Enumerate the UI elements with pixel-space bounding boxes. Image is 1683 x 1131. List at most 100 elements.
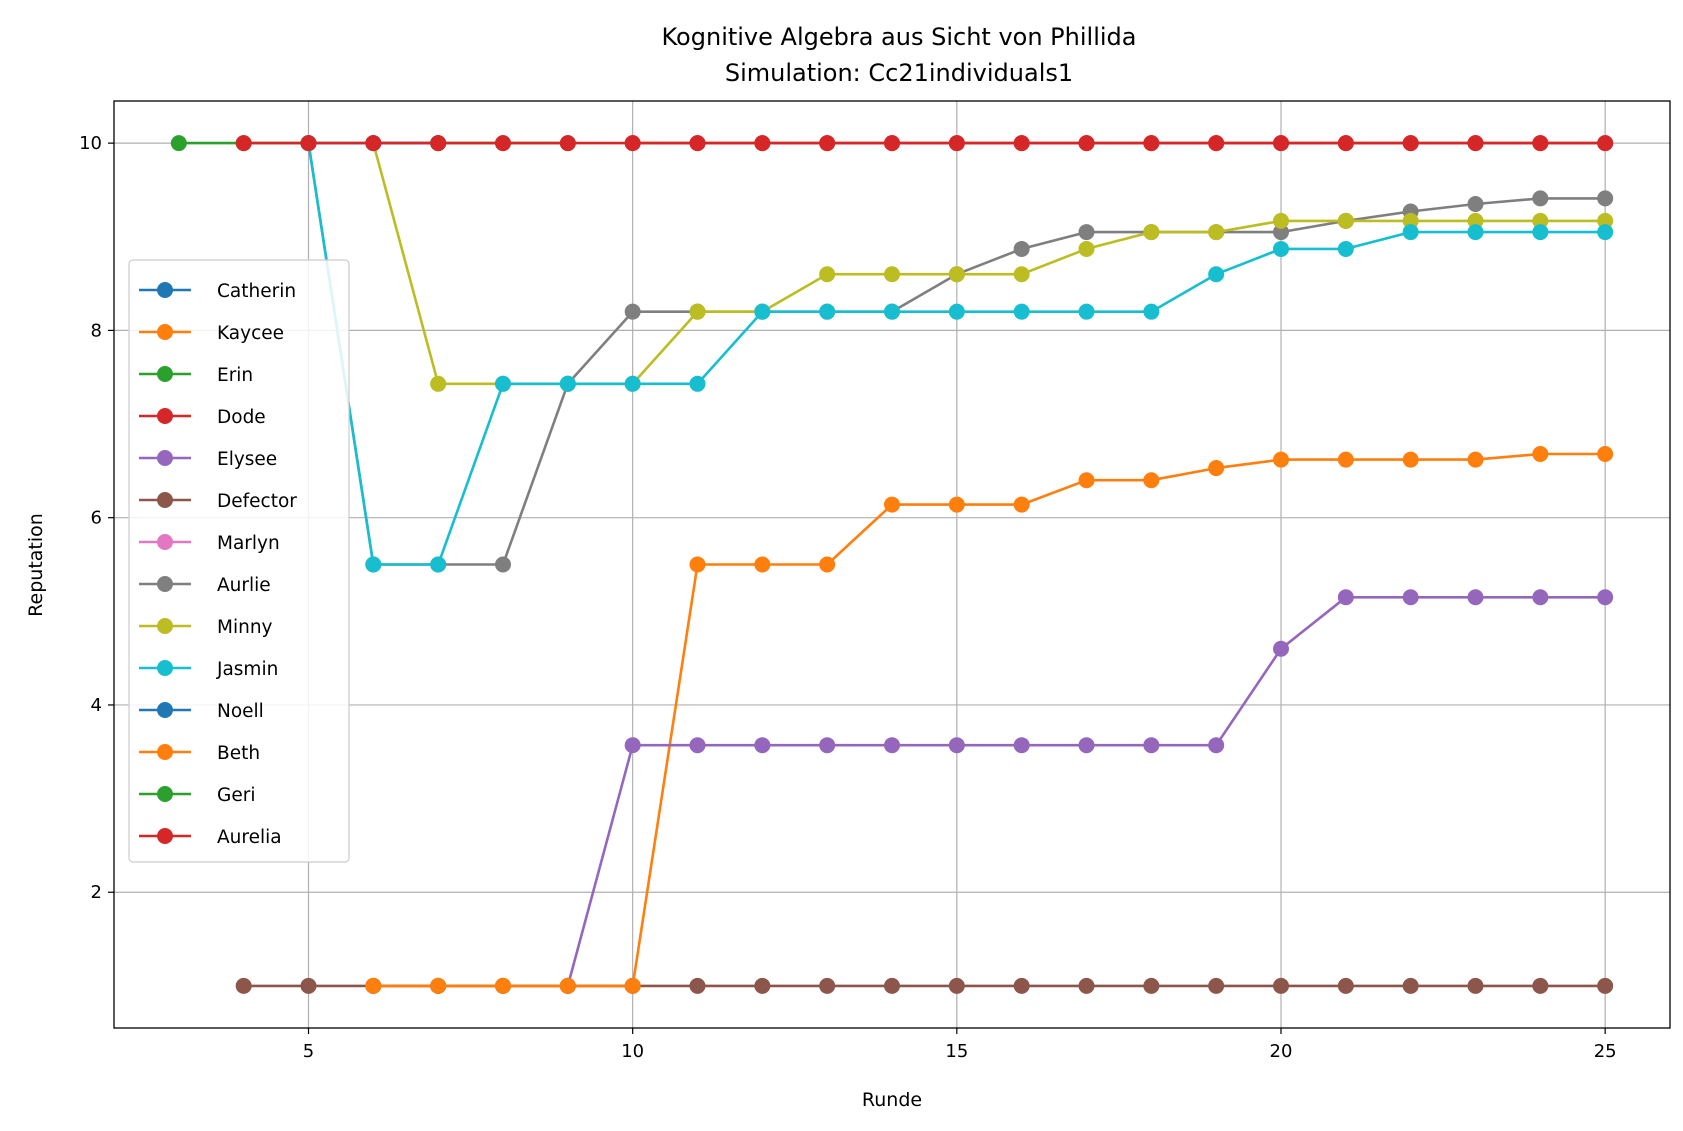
data-point <box>948 496 965 513</box>
data-point <box>1337 977 1354 994</box>
data-point <box>1337 212 1354 229</box>
data-point <box>1597 446 1614 463</box>
ticks: 5 10 15 20 25 2 4 6 8 10 <box>79 133 1617 1062</box>
data-point <box>1597 190 1614 207</box>
data-point <box>1143 737 1160 754</box>
legend-item: Elysee <box>139 449 277 470</box>
data-point <box>1143 472 1160 489</box>
data-point <box>1013 266 1030 283</box>
legend-item: Aurlie <box>139 575 271 596</box>
data-point <box>1402 212 1419 229</box>
data-point <box>365 556 382 573</box>
data-point <box>689 135 706 152</box>
data-point <box>819 556 836 573</box>
data-point <box>819 737 836 754</box>
data-point <box>1143 977 1160 994</box>
data-point <box>884 737 900 754</box>
data-point <box>1597 977 1614 994</box>
legend-label: Erin <box>217 365 253 386</box>
x-tick-label: 10 <box>621 1041 644 1062</box>
data-point <box>1078 472 1095 489</box>
legend-swatch-marker <box>157 408 173 424</box>
y-tick-label: 10 <box>79 133 102 154</box>
data-point <box>1337 240 1354 257</box>
legend-swatch-marker <box>157 534 173 550</box>
data-point <box>1208 737 1225 754</box>
data-point <box>1467 224 1484 241</box>
data-point <box>235 977 252 994</box>
legend-item: Noell <box>139 701 264 722</box>
data-point <box>1402 135 1419 152</box>
data-point <box>689 375 706 392</box>
data-point <box>300 135 317 152</box>
data-point <box>1467 977 1484 994</box>
data-point <box>559 977 576 994</box>
data-point <box>884 135 900 152</box>
data-point <box>624 135 641 152</box>
data-point <box>1273 451 1289 468</box>
data-point <box>1337 589 1354 606</box>
data-point <box>1078 737 1095 754</box>
chart-subtitle: Simulation: Cc21individuals1 <box>725 59 1073 87</box>
data-point <box>1532 446 1549 463</box>
data-point <box>495 556 511 573</box>
data-point <box>1467 212 1484 229</box>
data-point <box>754 303 771 320</box>
data-point <box>1597 589 1614 606</box>
x-tick-label: 20 <box>1270 1041 1293 1062</box>
data-point <box>884 496 900 513</box>
data-point <box>559 135 576 152</box>
data-point <box>430 556 447 573</box>
legend-label: Elysee <box>217 449 277 470</box>
legend: Catherin Kaycee Erin Dode Elysee Defector Marl… <box>128 259 350 863</box>
data-point <box>754 977 771 994</box>
data-point <box>430 375 447 392</box>
data-point <box>689 556 706 573</box>
data-point <box>300 977 317 994</box>
data-point <box>948 135 965 152</box>
data-point <box>1013 240 1030 257</box>
legend-label: Jasmin <box>216 659 278 680</box>
data-point <box>430 135 447 152</box>
data-point <box>1402 224 1419 241</box>
data-point <box>1013 737 1030 754</box>
data-point <box>1078 224 1095 241</box>
legend-item: Catherin <box>139 281 296 302</box>
legend-label: Minny <box>217 617 273 638</box>
x-tick-label: 25 <box>1594 1041 1617 1062</box>
data-point <box>948 266 965 283</box>
series-aurelia <box>235 135 1614 152</box>
data-point <box>430 977 447 994</box>
legend-swatch-marker <box>157 576 173 592</box>
legend-item: Erin <box>139 365 253 386</box>
data-point <box>1337 135 1354 152</box>
data-point <box>819 303 836 320</box>
legend-swatch-marker <box>157 282 173 298</box>
data-point <box>1467 451 1484 468</box>
legend-item: Dode <box>139 407 266 428</box>
data-point <box>754 737 771 754</box>
data-point <box>1273 224 1289 241</box>
data-point <box>1208 977 1225 994</box>
data-point <box>624 977 641 994</box>
data-point <box>1208 135 1225 152</box>
x-axis-label: Runde <box>862 1089 922 1111</box>
data-point <box>1402 589 1419 606</box>
series-jasmin <box>300 135 1614 573</box>
y-axis-label: Reputation <box>25 513 47 617</box>
data-point <box>1532 212 1549 229</box>
data-point <box>819 266 836 283</box>
data-point <box>754 135 771 152</box>
data-point <box>1273 977 1289 994</box>
legend-label: Geri <box>217 785 255 806</box>
data-point <box>884 303 900 320</box>
legend-swatch-marker <box>157 660 173 676</box>
data-point <box>1208 460 1225 477</box>
data-point <box>948 737 965 754</box>
legend-swatch-marker <box>157 744 173 760</box>
data-point <box>624 303 641 320</box>
data-point <box>1597 135 1614 152</box>
data-point <box>1532 977 1549 994</box>
data-point <box>559 375 576 392</box>
